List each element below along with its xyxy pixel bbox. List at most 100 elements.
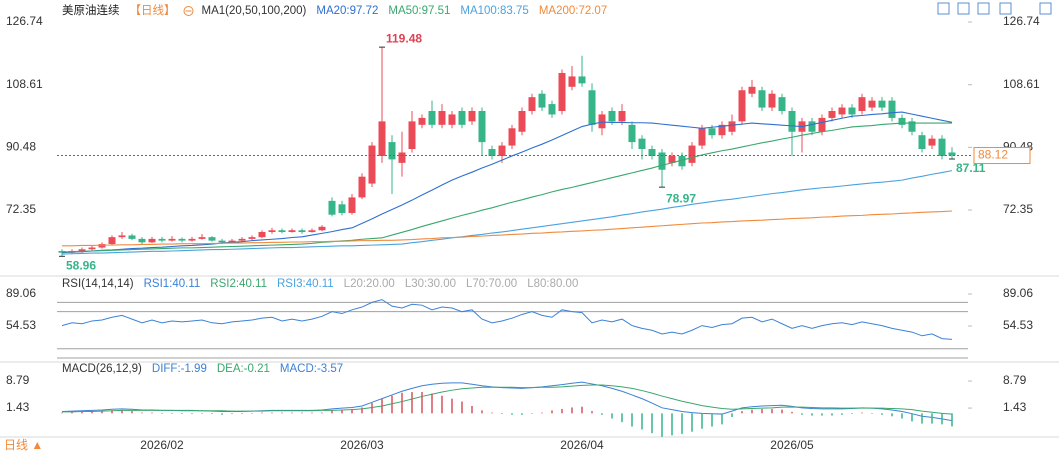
macd-bar bbox=[571, 407, 573, 414]
extreme-label: 78.97 bbox=[666, 191, 696, 205]
candle-body bbox=[388, 142, 396, 160]
candle-body bbox=[738, 90, 746, 122]
level-legend: L80:80.00 bbox=[527, 278, 578, 290]
macd-bar bbox=[421, 392, 423, 414]
macd-bar bbox=[561, 408, 563, 414]
macd-bar bbox=[471, 405, 473, 414]
candle-body bbox=[158, 238, 166, 241]
macd-bar bbox=[901, 413, 903, 419]
y-tick-label: 89.06 bbox=[1003, 286, 1033, 300]
macd-bar bbox=[121, 410, 123, 414]
macd-bar bbox=[291, 412, 293, 414]
macd-bar bbox=[661, 413, 663, 437]
candle-body bbox=[138, 238, 146, 243]
candle-body bbox=[638, 138, 646, 150]
tool-icon[interactable] bbox=[999, 2, 1012, 15]
macd-bar bbox=[841, 413, 843, 415]
indicator-label: MACD(26,12,9) bbox=[62, 363, 142, 375]
legend-entry: MA200:72.07 bbox=[539, 5, 607, 17]
macd-bar bbox=[351, 408, 353, 414]
macd-bar bbox=[941, 413, 943, 425]
macd-bar bbox=[71, 411, 73, 414]
candle-body bbox=[948, 152, 956, 156]
macd-bar bbox=[261, 412, 263, 414]
candle-body bbox=[818, 117, 826, 132]
candle-body bbox=[858, 97, 866, 112]
candle-body bbox=[878, 100, 886, 108]
candle-body bbox=[808, 121, 816, 132]
macd-bar bbox=[191, 413, 193, 415]
tool-icon[interactable] bbox=[937, 2, 950, 15]
macd-bar bbox=[201, 413, 203, 414]
candle-body bbox=[768, 93, 776, 108]
candle-body bbox=[678, 155, 686, 167]
period-switch[interactable]: 日线 ▲ bbox=[4, 438, 43, 452]
period-icon bbox=[183, 6, 194, 16]
candle-body bbox=[128, 235, 136, 239]
candle-body bbox=[428, 111, 436, 125]
macd-bar bbox=[141, 412, 143, 414]
tool-icon[interactable] bbox=[957, 2, 970, 15]
macd-bar bbox=[911, 413, 913, 422]
candle-body bbox=[538, 93, 546, 108]
macd-bar bbox=[771, 408, 773, 414]
macd-bar bbox=[541, 412, 543, 414]
candle-body bbox=[608, 111, 616, 122]
y-tick-label: 108.61 bbox=[6, 77, 43, 91]
rsi-line bbox=[61, 299, 953, 340]
macd-bar bbox=[881, 413, 883, 415]
macd-bar bbox=[321, 412, 323, 414]
macd-bar bbox=[361, 407, 363, 414]
y-tick-label: 54.53 bbox=[1003, 318, 1033, 332]
macd-bar bbox=[441, 395, 443, 414]
candle-body bbox=[508, 128, 516, 146]
candle-body bbox=[468, 111, 476, 122]
ma-line bbox=[61, 170, 953, 255]
y-tick-label: 126.74 bbox=[6, 14, 43, 28]
candle-body bbox=[318, 226, 326, 231]
tool-icon[interactable] bbox=[977, 2, 990, 15]
x-tick-label: 2026/03 bbox=[340, 438, 384, 452]
candle-body bbox=[918, 135, 926, 150]
ma-line bbox=[61, 111, 953, 254]
candle-body bbox=[378, 121, 386, 156]
candle-body bbox=[908, 121, 916, 132]
candle-body bbox=[268, 230, 276, 232]
macd-bar bbox=[691, 413, 693, 432]
candle-body bbox=[868, 100, 876, 108]
candle-body bbox=[628, 124, 636, 143]
macd-bar bbox=[821, 413, 823, 416]
candle-body bbox=[588, 90, 596, 125]
candle-body bbox=[358, 176, 366, 198]
candle-body bbox=[108, 237, 116, 245]
tool-icon[interactable] bbox=[1039, 2, 1052, 15]
y-tick-label: 126.74 bbox=[1003, 14, 1040, 28]
candle-body bbox=[348, 197, 356, 213]
macd-bar bbox=[601, 413, 603, 415]
candle-body bbox=[938, 138, 946, 156]
macd-bar bbox=[271, 412, 273, 414]
candle-body bbox=[888, 100, 896, 118]
legend-entry: MA100:83.75 bbox=[460, 5, 528, 17]
macd-bar bbox=[591, 411, 593, 414]
candle-body bbox=[578, 76, 586, 84]
macd-line bbox=[61, 381, 953, 422]
candle-body bbox=[238, 238, 246, 241]
macd-bar bbox=[171, 413, 173, 414]
ma-line bbox=[62, 210, 953, 247]
y-tick-label: 72.35 bbox=[1003, 202, 1033, 216]
macd-bar bbox=[631, 413, 633, 427]
candle-body bbox=[928, 138, 936, 146]
level-legend: L70:70.00 bbox=[466, 278, 517, 290]
candle-body bbox=[408, 121, 416, 150]
macd-bar bbox=[401, 392, 403, 414]
macd-bar bbox=[681, 413, 683, 434]
macd-bar bbox=[761, 408, 763, 414]
candle-body bbox=[398, 152, 406, 163]
candle-body bbox=[438, 111, 446, 125]
candle-body bbox=[618, 111, 626, 122]
candle-body bbox=[898, 117, 906, 125]
candle-body bbox=[728, 121, 736, 132]
x-tick-label: 2026/02 bbox=[140, 438, 184, 452]
